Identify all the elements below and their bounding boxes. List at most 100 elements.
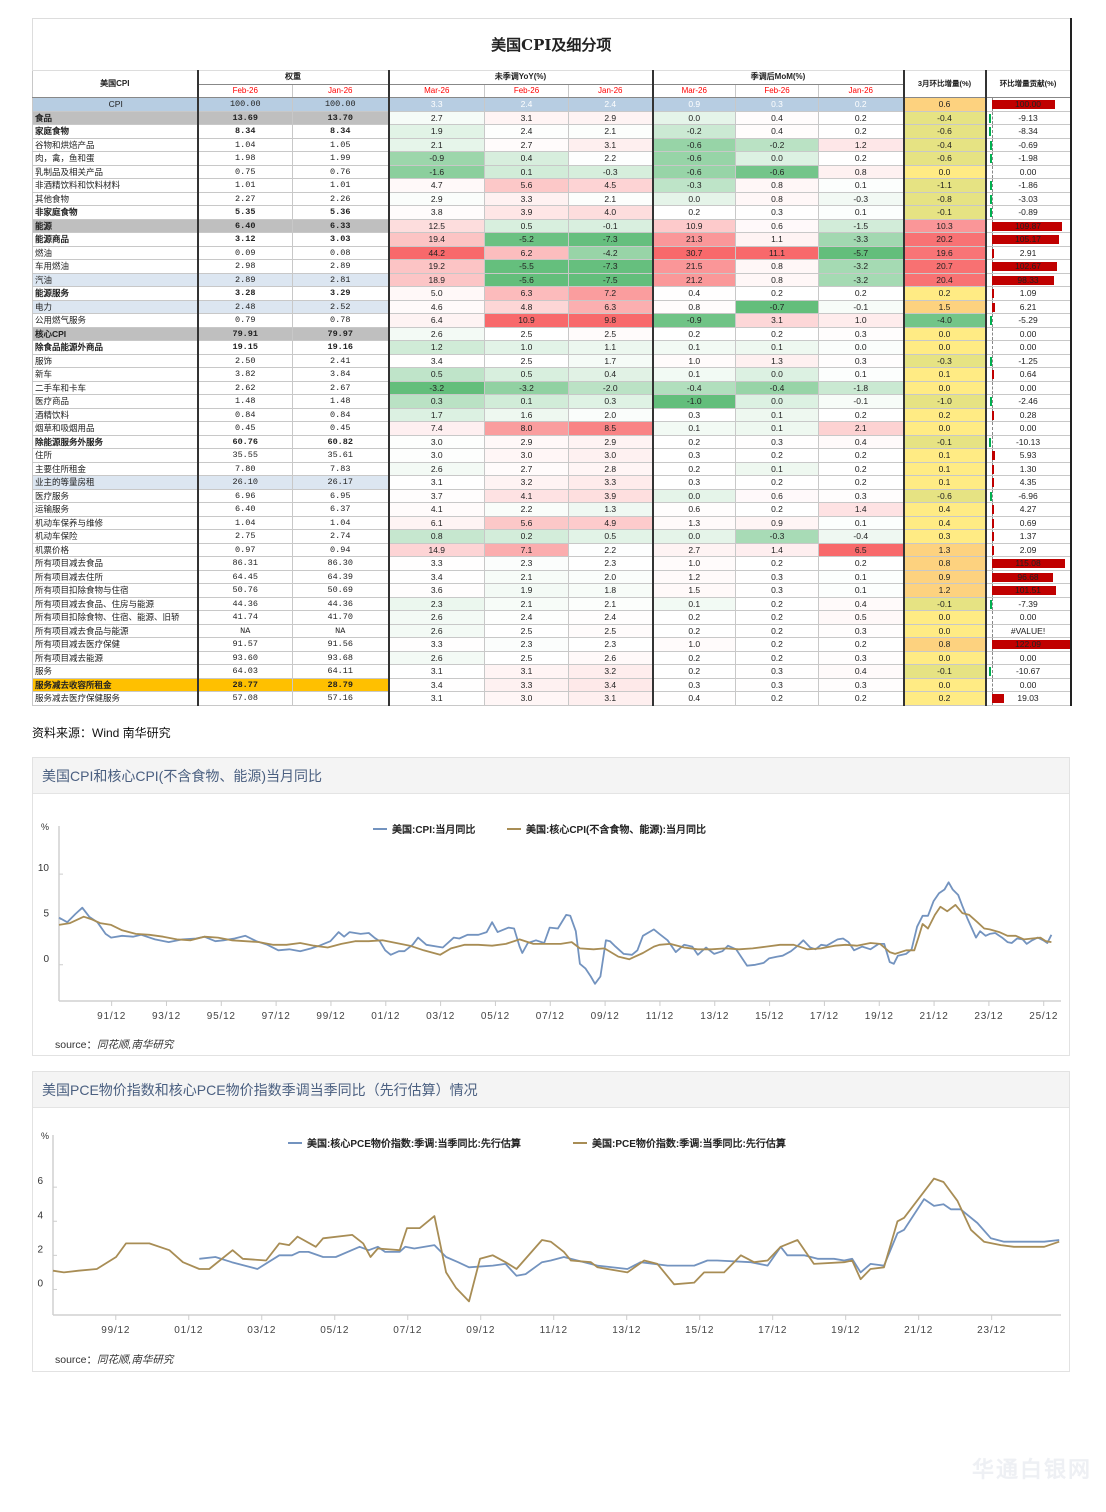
mom-mar: 0.4 <box>651 286 736 301</box>
mom-feb: -0.3 <box>735 529 819 544</box>
march-increment: 0.6 <box>902 97 986 112</box>
weight-feb: 41.74 <box>196 610 293 625</box>
march-increment: -0.1 <box>902 434 986 449</box>
row-label: 其他食物 <box>32 191 198 206</box>
yoy-mar: 19.2 <box>387 259 485 274</box>
yoy-feb: 2.9 <box>484 434 569 449</box>
weight-jan: 44.36 <box>292 596 389 611</box>
weight-jan: 6.37 <box>292 502 389 517</box>
march-increment: -0.4 <box>902 110 986 125</box>
table-row: 所有项目减去食品与能源 NA NA 2.6 2.5 2.5 0.2 0.2 0.3 0.0 #VAL… <box>32 623 1072 638</box>
mom-mar: 0.9 <box>651 97 736 112</box>
yoy-jan: 4.9 <box>568 515 653 530</box>
weight-jan: 8.34 <box>292 124 389 139</box>
x-tick-label: 97/12 <box>262 1011 291 1022</box>
mom-feb: -0.4 <box>735 380 819 395</box>
mom-jan: 0.3 <box>818 488 904 503</box>
mom-feb: 0.2 <box>735 596 819 611</box>
contribution-cell: 0.00 <box>984 610 1072 625</box>
mom-feb: -0.6 <box>735 164 819 179</box>
weight-feb: 0.79 <box>196 313 293 328</box>
yoy-feb: 1.9 <box>484 583 569 598</box>
weight-feb: 86.31 <box>196 556 293 571</box>
mom-jan: 0.1 <box>818 583 904 598</box>
mom-mar: 21.3 <box>651 232 736 247</box>
weight-jan: 50.69 <box>292 583 389 598</box>
yoy-jan: 1.1 <box>568 340 653 355</box>
mom-feb: 0.3 <box>735 97 819 112</box>
march-increment: 0.4 <box>902 502 986 517</box>
cpi-breakdown-table: 美国CPI及细分项 美国CPI 权重 未季调YoY(%) 季调后MoM(%) 3… <box>31 18 1072 706</box>
yoy-jan: 3.9 <box>568 488 653 503</box>
positive-contribution-bar <box>991 586 1057 595</box>
weight-feb: 6.40 <box>196 218 293 233</box>
pce-line-chart: % 0 2 4 6 99/12 01/12 03/12 05/12 07/12 09/12 11/12… <box>37 1131 1061 1336</box>
weight-jan: 1.04 <box>292 515 389 530</box>
yoy-jan: 2.3 <box>568 556 653 571</box>
march-increment: -0.3 <box>902 353 986 368</box>
contribution-cell: 101.51 <box>984 583 1072 598</box>
weight-jan: 0.84 <box>292 407 389 422</box>
march-increment: 0.1 <box>902 367 986 382</box>
march-increment: 0.4 <box>902 515 986 530</box>
mom-jan: 6.5 <box>818 542 904 557</box>
yoy-feb: 6.3 <box>484 286 569 301</box>
positive-contribution-bar <box>991 464 994 474</box>
mom-mar: 10.9 <box>651 218 736 233</box>
yoy-feb: 4.8 <box>484 299 569 314</box>
mom-feb: 0.0 <box>735 367 819 382</box>
table-row: 能源服务 3.28 3.29 5.0 6.3 7.2 0.4 0.2 0.2 0.2 1.09 <box>32 286 1072 301</box>
row-label: 非酒精饮料和饮料材料 <box>32 178 198 193</box>
mom-feb: 0.9 <box>735 515 819 530</box>
weight-feb: 44.36 <box>196 596 293 611</box>
contribution-cell: -8.34 <box>984 124 1072 139</box>
yoy-feb: 3.3 <box>484 191 569 206</box>
weight-jan: 2.52 <box>292 299 389 314</box>
bar-axis <box>991 651 993 664</box>
contribution-value: 1.09 <box>1019 288 1037 299</box>
weight-jan: 7.83 <box>292 461 389 476</box>
yoy-jan: 9.8 <box>568 313 653 328</box>
yoy-mar: 12.5 <box>387 218 485 233</box>
table-row: 服饰 2.50 2.41 3.4 2.5 1.7 1.0 1.3 0.3 -0.3 -1.25 <box>32 353 1072 368</box>
yoy-mar: -1.6 <box>387 164 485 179</box>
contribution-cell: -5.29 <box>984 313 1072 328</box>
weight-jan: 91.56 <box>292 637 389 652</box>
contribution-cell: 0.00 <box>984 326 1072 341</box>
yoy-mar: 3.1 <box>387 475 485 490</box>
yoy-feb: -5.6 <box>484 272 569 287</box>
positive-contribution-bar <box>991 518 994 528</box>
mom-jan: 0.1 <box>818 569 904 584</box>
march-increment: 1.3 <box>902 542 986 557</box>
contribution-value: -6.96 <box>1018 490 1038 501</box>
source-text: 同花顺,南华研究 <box>97 1039 174 1051</box>
contribution-value: 0.00 <box>1019 423 1037 434</box>
weight-jan: 6.33 <box>292 218 389 233</box>
row-label: 核心CPI <box>32 326 198 341</box>
contribution-cell: 122.09 <box>984 637 1072 652</box>
yoy-jan: 2.2 <box>568 151 653 166</box>
contribution-value: -3.03 <box>1018 193 1038 204</box>
positive-contribution-bar <box>991 100 1056 109</box>
weight-jan: 1.01 <box>292 178 389 193</box>
weight-jan: 2.67 <box>292 380 389 395</box>
march-increment: -1.0 <box>902 394 986 409</box>
mom-feb: 0.3 <box>735 205 819 220</box>
positive-contribution-bar <box>991 532 994 541</box>
weight-jan: 2.89 <box>292 259 389 274</box>
yoy-mar: 4.1 <box>387 502 485 517</box>
weight-feb: 2.50 <box>196 353 293 368</box>
mom-jan: 1.2 <box>818 137 904 152</box>
mom-feb: 0.1 <box>735 421 819 436</box>
row-label: 谷物和烘焙产品 <box>32 137 198 152</box>
yoy-jan: 2.1 <box>568 191 653 206</box>
mom-mar: 0.1 <box>651 340 736 355</box>
march-increment: 0.8 <box>902 556 986 571</box>
bar-axis <box>991 611 993 624</box>
cpi-line-chart: % 0 5 10 91/12 93/12 95/12 97/12 99/12 01/12 03/12… <box>38 822 1061 1022</box>
march-increment: -0.1 <box>902 205 986 220</box>
yoy-feb: 3.2 <box>484 475 569 490</box>
contribution-cell: 0.00 <box>984 650 1072 665</box>
x-tick-label: 11/12 <box>540 1325 568 1336</box>
x-tick-label: 19/12 <box>831 1325 860 1336</box>
